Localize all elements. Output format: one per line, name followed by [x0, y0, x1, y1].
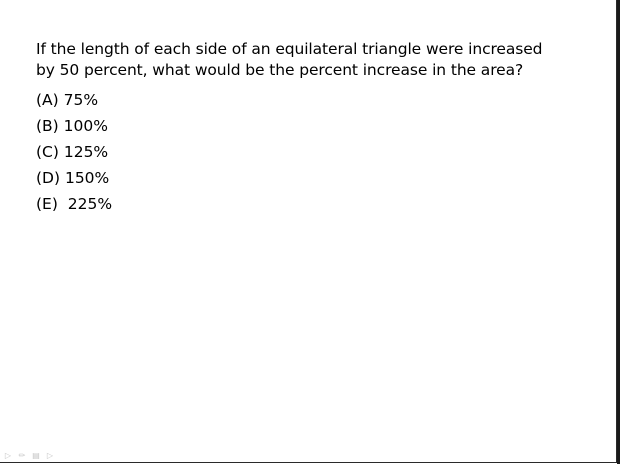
choice-c: (C) 125% — [36, 143, 109, 161]
question-line-1: If the length of each side of an equilat… — [36, 40, 543, 58]
pen-icon[interactable]: ✏ — [18, 450, 26, 460]
navigate-icon[interactable]: ▷ — [46, 450, 54, 460]
slideshow-toolbar: ▷ ✏ ▤ ▷ — [3, 449, 55, 461]
question-text: If the length of each side of an equilat… — [36, 39, 596, 81]
choice-e: (E) 225% — [36, 195, 113, 213]
choice-d: (D) 150% — [36, 169, 110, 187]
question-line-2: by 50 percent, what would be the percent… — [36, 61, 524, 79]
menu-icon[interactable]: ▤ — [32, 450, 40, 460]
choice-a: (A) 75% — [36, 91, 99, 109]
choice-b: (B) 100% — [36, 117, 108, 135]
pointer-icon[interactable]: ▷ — [4, 450, 12, 460]
window-edge — [617, 0, 620, 464]
answer-choices: (A) 75% (B) 100% (C) 125% (D) 150% (E) 2… — [36, 89, 112, 219]
